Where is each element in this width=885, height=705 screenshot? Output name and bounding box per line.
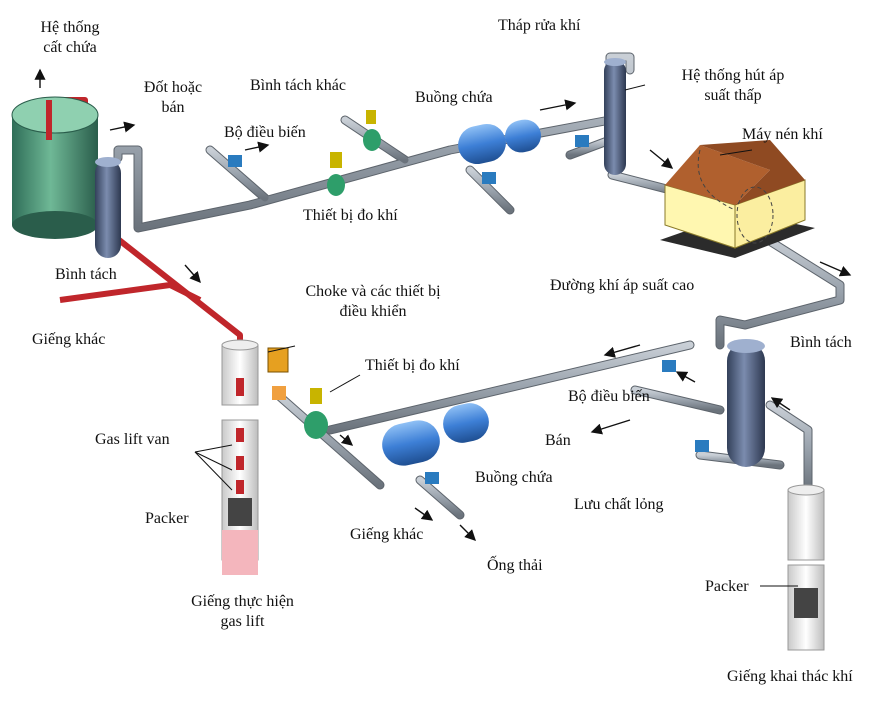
receiver-vessel-icon <box>382 403 489 466</box>
choke-icon <box>267 347 289 400</box>
label-choke-controls: Choke và các thiết bị điều khiển <box>305 283 441 320</box>
label-flare-or-sale: Đốt hoặc bán <box>143 79 203 116</box>
valve-icon <box>482 172 496 184</box>
label-separator-left: Bình tách <box>55 266 117 283</box>
arrow-icon <box>34 68 852 541</box>
label-producing-well: Giếng khai thác khí <box>727 668 853 685</box>
valve-icon <box>575 135 589 147</box>
label-meter-top: Thiết bị đo khí <box>303 207 398 224</box>
label-liquid: Lưu chất lỏng <box>574 496 664 513</box>
label-receiver-bottom: Buồng chứa <box>475 469 553 486</box>
label-separator-right: Bình tách <box>790 334 852 351</box>
meter-icon <box>327 152 345 196</box>
label-other-separator: Bình tách khác <box>250 77 346 94</box>
label-gas-lift-well: Giếng thực hiện gas lift <box>191 593 294 630</box>
separator-vessel-icon <box>727 339 765 467</box>
meter-icon <box>304 388 328 439</box>
receiver-vessel-icon <box>458 119 541 165</box>
label-storage-system: Hệ thống cất chứa <box>40 19 100 56</box>
label-regulator-top: Bộ điều biến <box>224 124 306 141</box>
label-compressor: Máy nén khí <box>742 126 823 143</box>
well-casing-icon <box>787 484 825 651</box>
valve-icon <box>695 440 709 452</box>
well-casing-icon <box>221 339 259 575</box>
valve-icon <box>425 472 439 484</box>
storage-tank-icon <box>11 96 99 239</box>
meter-icon <box>363 110 381 151</box>
label-packer-left: Packer <box>145 510 189 527</box>
separator-vessel-icon <box>95 157 121 258</box>
scrubber-tower-icon <box>604 58 626 175</box>
label-other-well-bottom: Giếng khác <box>350 526 424 543</box>
valve-icon <box>228 155 242 167</box>
label-sale: Bán <box>545 432 571 449</box>
compressor-house-icon <box>660 140 815 258</box>
label-drain-pipe: Ống thải <box>487 557 543 574</box>
label-other-well-left: Giếng khác <box>32 331 106 348</box>
label-gas-lift-valve: Gas lift van <box>95 431 170 448</box>
label-low-pressure-suction: Hệ thống hút áp suất thấp <box>681 67 785 104</box>
label-regulator-right: Bộ điều biến <box>568 388 650 405</box>
label-scrubber-tower: Tháp rửa khí <box>498 17 581 34</box>
label-high-pressure-line: Đường khí áp suất cao <box>550 277 695 294</box>
label-meter-bottom: Thiết bị đo khí <box>365 357 460 374</box>
label-packer-right: Packer <box>705 578 749 595</box>
label-receiver-top: Buồng chứa <box>415 89 493 106</box>
valve-icon <box>662 360 676 372</box>
